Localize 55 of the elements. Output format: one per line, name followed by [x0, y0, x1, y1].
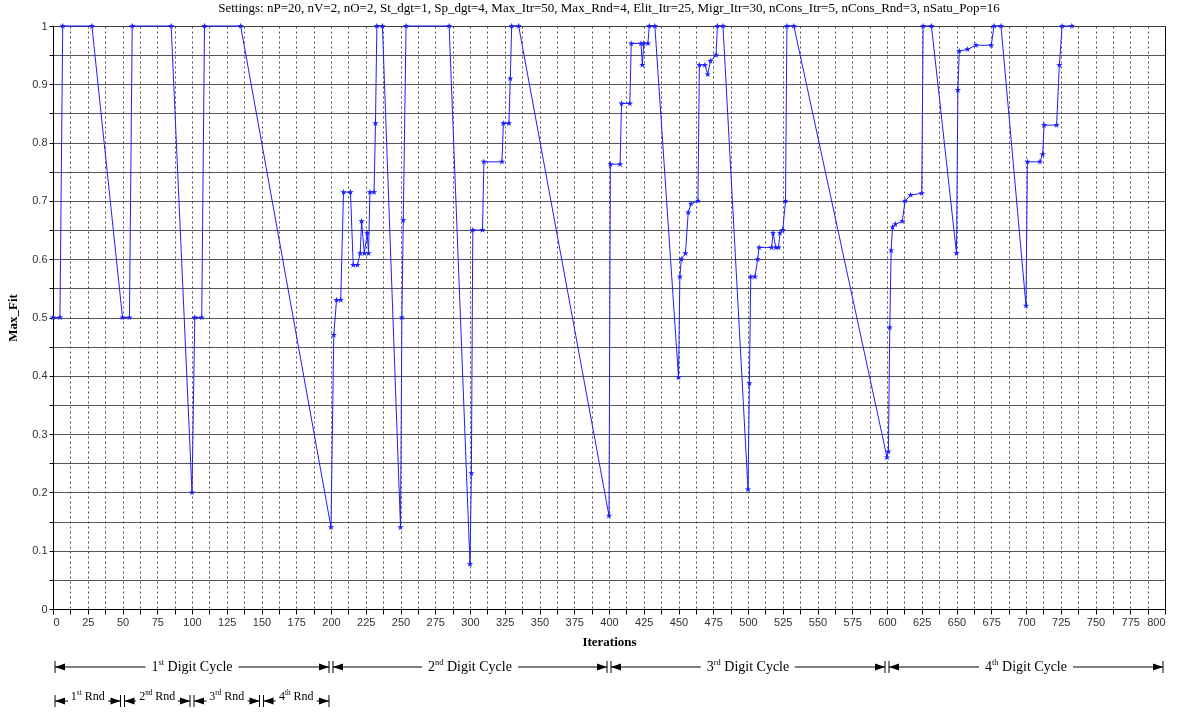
- y-tick-label: 0.6: [32, 252, 48, 265]
- x-tick-label: 450: [669, 615, 689, 628]
- text: 1$^{st}$ Rnd: [67, 688, 108, 703]
- x-tick-label: 500: [739, 615, 758, 628]
- x-tick-label: 625: [913, 615, 932, 628]
- x-tick-label: 0: [53, 615, 60, 628]
- text: 3$^{rd}$ Rnd: [206, 688, 248, 703]
- text: 3$^{rd}$ Digit Cycle: [700, 658, 796, 674]
- y-tick-label: 0.4: [32, 369, 48, 382]
- y-tick-label: 0.7: [32, 194, 48, 207]
- x-tick-label: 375: [565, 615, 584, 628]
- x-tick-label: 75: [151, 615, 164, 628]
- text: 1$^{st}$ Digit Cycle: [145, 658, 239, 674]
- x-tick-label: 600: [878, 615, 897, 628]
- x-tick-label: 300: [461, 615, 480, 628]
- y-tick-label: 0.3: [32, 427, 48, 440]
- y-tick-label: 0.5: [32, 311, 48, 323]
- y-tick-label: 0.8: [32, 136, 48, 149]
- x-tick-label: 700: [1017, 615, 1036, 628]
- y-tick-label: 0.2: [32, 485, 48, 498]
- x-tick-label: 725: [1052, 615, 1071, 628]
- x-tick-label: 800: [1147, 615, 1166, 628]
- x-tick-label: 25: [82, 615, 95, 628]
- x-tick-label: 125: [218, 615, 237, 628]
- x-tick-label: 200: [322, 615, 341, 628]
- y-tick-label: 0: [41, 602, 48, 615]
- x-tick-label: 400: [600, 615, 619, 628]
- y-tick-label: 0.1: [32, 544, 48, 557]
- x-tick-label: 350: [530, 615, 550, 628]
- x-tick-label: 275: [426, 615, 445, 628]
- x-tick-label: 550: [808, 615, 828, 628]
- text: 4$^{th}$ Digit Cycle: [979, 658, 1073, 674]
- text: 2$^{nd}$ Digit Cycle: [422, 658, 518, 674]
- x-tick-label: 175: [287, 615, 306, 628]
- x-tick-label: 525: [774, 615, 793, 628]
- x-tick-label: 100: [183, 615, 202, 628]
- text: 4$^{th}$ Rnd: [275, 688, 317, 703]
- x-tick-label: 475: [704, 615, 723, 628]
- y-tick-label: 1: [41, 19, 48, 32]
- x-tick-label: 325: [496, 615, 515, 628]
- text: 2$^{nd}$ Rnd: [136, 688, 179, 703]
- y-tick-label: 0.9: [32, 77, 48, 90]
- x-tick-label: 225: [357, 615, 376, 628]
- x-tick-label: 675: [982, 615, 1001, 628]
- x-tick-label: 150: [252, 615, 272, 628]
- x-tick-label: 575: [843, 615, 862, 628]
- x-tick-label: 650: [947, 615, 967, 628]
- x-axis-title: Iterations: [582, 633, 637, 649]
- x-tick-label: 50: [116, 615, 130, 628]
- x-tick-label: 250: [391, 615, 411, 628]
- x-tick-label: 750: [1086, 615, 1106, 628]
- y-axis-title: Max_Fit: [5, 293, 21, 342]
- x-tick-label: 775: [1121, 615, 1140, 628]
- x-tick-label: 425: [635, 615, 654, 628]
- chart-title: Settings: nP=20, nV=2, nO=2, St_dgt=1, Sp_dgt=4, Max_Itr=50, Max_Rnd=4, Elit_Itr=25, Migr_Itr=30, nCons_Itr=5, nCons_Rnd=3, nSatu_Pop=16: [218, 0, 1001, 15]
